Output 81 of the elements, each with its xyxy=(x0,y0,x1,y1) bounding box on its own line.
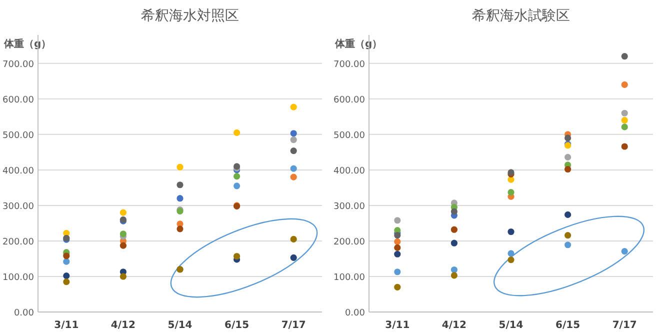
x-tick-label: 3/11 xyxy=(385,320,410,331)
point xyxy=(290,104,297,110)
point xyxy=(234,173,240,180)
point xyxy=(508,256,514,264)
y-tick-label: 600.00 xyxy=(334,95,366,106)
y-tick-label: 700.00 xyxy=(2,60,34,70)
y-tick-label: 400.00 xyxy=(334,166,366,176)
point xyxy=(564,232,572,239)
y-tick-label: 500.00 xyxy=(2,130,34,141)
y-tick-label: 300.00 xyxy=(2,202,34,212)
point xyxy=(290,130,297,137)
point xyxy=(621,248,628,255)
point xyxy=(290,136,297,144)
point xyxy=(63,258,70,265)
chart-title: 希釈海水試験区 xyxy=(472,8,570,24)
point xyxy=(394,250,401,258)
x-tick-label: 4/12 xyxy=(442,320,467,331)
y-tick-label: 200.00 xyxy=(334,237,366,248)
x-tick-label: 4/12 xyxy=(110,320,136,331)
point xyxy=(176,182,184,188)
y-tick-label: 100.00 xyxy=(2,272,34,283)
point xyxy=(176,226,184,232)
point xyxy=(290,147,297,154)
point xyxy=(564,166,572,173)
y-tick-label: 300.00 xyxy=(334,202,366,212)
point xyxy=(564,242,572,248)
point xyxy=(621,53,628,60)
x-tick-label: 3/11 xyxy=(54,320,79,331)
x-tick-label: 7/17 xyxy=(612,320,637,331)
point xyxy=(508,189,514,196)
point xyxy=(394,238,401,245)
y-tick-label: 200.00 xyxy=(2,237,34,248)
point xyxy=(290,254,297,261)
point xyxy=(564,134,572,142)
point xyxy=(120,230,126,238)
point xyxy=(621,116,628,124)
point xyxy=(394,217,401,224)
x-tick-label: 5/14 xyxy=(168,320,192,331)
x-tick-label: 5/14 xyxy=(498,320,524,331)
point xyxy=(621,110,628,116)
point xyxy=(450,208,458,215)
point xyxy=(234,129,240,136)
y-tick-label: 0.00 xyxy=(14,308,34,318)
point xyxy=(120,242,126,249)
point xyxy=(120,273,126,280)
point xyxy=(176,164,184,170)
point xyxy=(621,81,628,88)
y-tick-label: 700.00 xyxy=(334,60,366,70)
point xyxy=(621,124,628,130)
point xyxy=(290,174,297,180)
point xyxy=(508,228,514,236)
point xyxy=(63,252,70,260)
point xyxy=(63,272,70,280)
point xyxy=(450,240,458,246)
point xyxy=(290,165,297,172)
point xyxy=(450,226,458,233)
point xyxy=(63,278,70,286)
y-tick-label: 100.00 xyxy=(334,272,366,283)
point xyxy=(564,154,572,160)
point xyxy=(450,266,458,274)
point xyxy=(394,232,401,239)
x-tick-label: 6/15 xyxy=(556,320,580,331)
point xyxy=(120,209,126,216)
point xyxy=(450,272,458,279)
point xyxy=(564,211,572,218)
x-tick-label: 6/15 xyxy=(224,320,250,331)
point xyxy=(234,252,240,260)
point xyxy=(394,284,401,290)
y-tick-label: 500.00 xyxy=(334,130,366,141)
point xyxy=(394,244,401,252)
point xyxy=(234,182,240,190)
point xyxy=(290,236,297,242)
x-tick-label: 7/17 xyxy=(281,320,306,331)
y-tick-label: 400.00 xyxy=(2,166,34,176)
point xyxy=(176,195,184,202)
point xyxy=(508,250,514,257)
chart-title: 希釈海水対照区 xyxy=(141,8,239,24)
y-tick-label: 0.00 xyxy=(344,308,366,318)
point xyxy=(621,143,628,150)
y-tick-label: 600.00 xyxy=(2,95,34,106)
point xyxy=(394,268,401,276)
